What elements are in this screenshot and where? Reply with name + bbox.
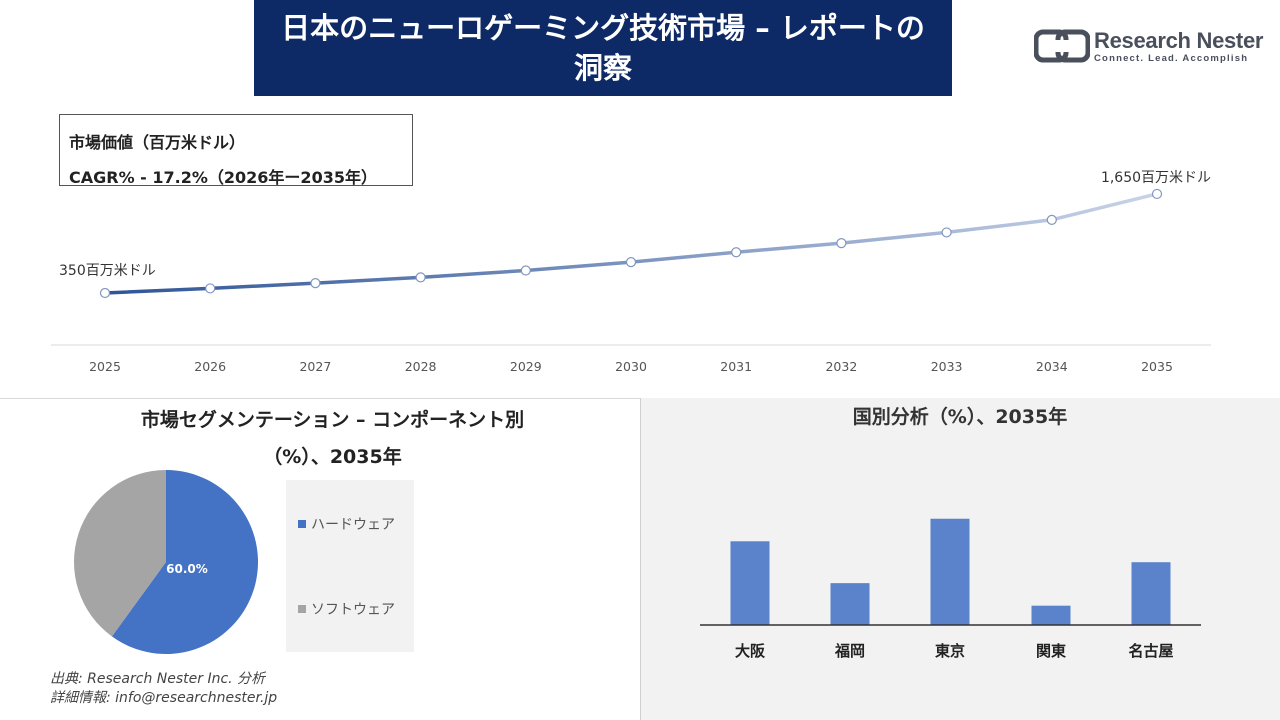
country-bar-chart: 大阪 福岡 東京 関東 名古屋 [700, 518, 1201, 660]
bar-category-label: 関東 [1036, 642, 1066, 660]
x-tick-label: 2028 [405, 359, 437, 374]
research-nester-logo: Research Nester Connect. Lead. Accomplis… [1033, 28, 1263, 68]
source-line: 出典: Research Nester Inc. 分析 [50, 671, 266, 687]
data-point-2025 [99, 287, 111, 299]
report-title-banner: 日本のニューロゲーミング技術市場 – レポートの洞察 [254, 0, 952, 96]
legend-item-software: ソフトウェア [298, 599, 395, 619]
logo-tagline: Connect. Lead. Accomplish [1094, 53, 1249, 64]
data-point-2028 [415, 272, 426, 283]
market-value-line [104, 192, 1158, 295]
bar-category-label: 東京 [935, 642, 965, 660]
pie-data-label: 60.0% [166, 562, 208, 576]
x-tick-label: 2026 [194, 359, 226, 374]
contact-line: 詳細情報: info@researchnester.jp [50, 690, 278, 706]
legend-label-hardware: ハードウェア [311, 517, 395, 533]
start-value-label: 350百万米ドル [59, 263, 156, 279]
legend-item-hardware: ハードウェア [298, 514, 395, 534]
data-point-2033 [941, 227, 952, 238]
market-growth-line-chart: 2025 2026 2027 2028 2029 2030 2031 2032 2033 2034… [51, 170, 1211, 374]
report-title: 日本のニューロゲーミング技術市場 – レポートの洞察 [281, 11, 925, 85]
pie-section-title: 市場セグメンテーション – コンポーネント別 （%）、2035年 [60, 402, 605, 476]
component-pie-chart: 60.0% [73, 470, 258, 654]
bar-名古屋 [1131, 562, 1171, 625]
x-tick-label: 2035 [1141, 359, 1173, 374]
x-tick-label: 2032 [825, 359, 857, 374]
data-point-2027 [310, 277, 321, 289]
pie-legend: ハードウェア ソフトウェア [286, 480, 414, 652]
x-tick-label: 2034 [1036, 359, 1068, 374]
legend-label-software: ソフトウェア [311, 602, 395, 618]
pie-title-line1: 市場セグメンテーション – コンポーネント別 [140, 409, 525, 431]
bar-大阪 [730, 541, 770, 625]
x-tick-label: 2033 [931, 359, 963, 374]
data-point-2031 [731, 247, 742, 258]
bar-category-label: 大阪 [735, 642, 766, 660]
bar-section-title: 国別分析（%）、2035年 [852, 406, 1068, 428]
pie-slice-hardware [111, 470, 258, 654]
bar-福岡 [830, 583, 870, 625]
market-value-label: 市場価値（百万米ドル） [69, 133, 246, 152]
bar-category-label: 福岡 [834, 642, 865, 660]
x-tick-label: 2031 [720, 359, 752, 374]
end-value-label: 1,650百万米ドル [1101, 170, 1211, 186]
data-point-2034 [1046, 214, 1057, 225]
x-tick-label: 2025 [89, 359, 121, 374]
bar-関東 [1031, 605, 1071, 625]
x-tick-label: 2030 [615, 359, 647, 374]
logo-name: Research Nester [1094, 28, 1264, 53]
legend-swatch-software [298, 605, 306, 613]
pie-slice-software [73, 470, 166, 637]
source-note: 出典: Research Nester Inc. 分析 詳細情報: info@r… [50, 670, 277, 708]
logo-icon [1033, 29, 1091, 63]
legend-swatch-hardware [298, 520, 306, 528]
data-point-2035 [1151, 188, 1163, 200]
x-tick-label: 2027 [299, 359, 331, 374]
cagr-label: CAGR% - 17.2%（2026年ー2035年） [69, 168, 377, 187]
pie-title-line2: （%）、2035年 [263, 446, 402, 468]
bar-東京 [930, 518, 970, 625]
market-info-box: 市場価値（百万米ドル） CAGR% - 17.2%（2026年ー2035年） [59, 114, 413, 187]
data-point-2029 [520, 265, 531, 276]
bar-category-label: 名古屋 [1128, 642, 1173, 660]
data-point-2026 [205, 283, 216, 294]
data-point-2032 [836, 237, 847, 249]
x-tick-label: 2029 [510, 359, 542, 374]
data-point-2030 [625, 257, 637, 268]
